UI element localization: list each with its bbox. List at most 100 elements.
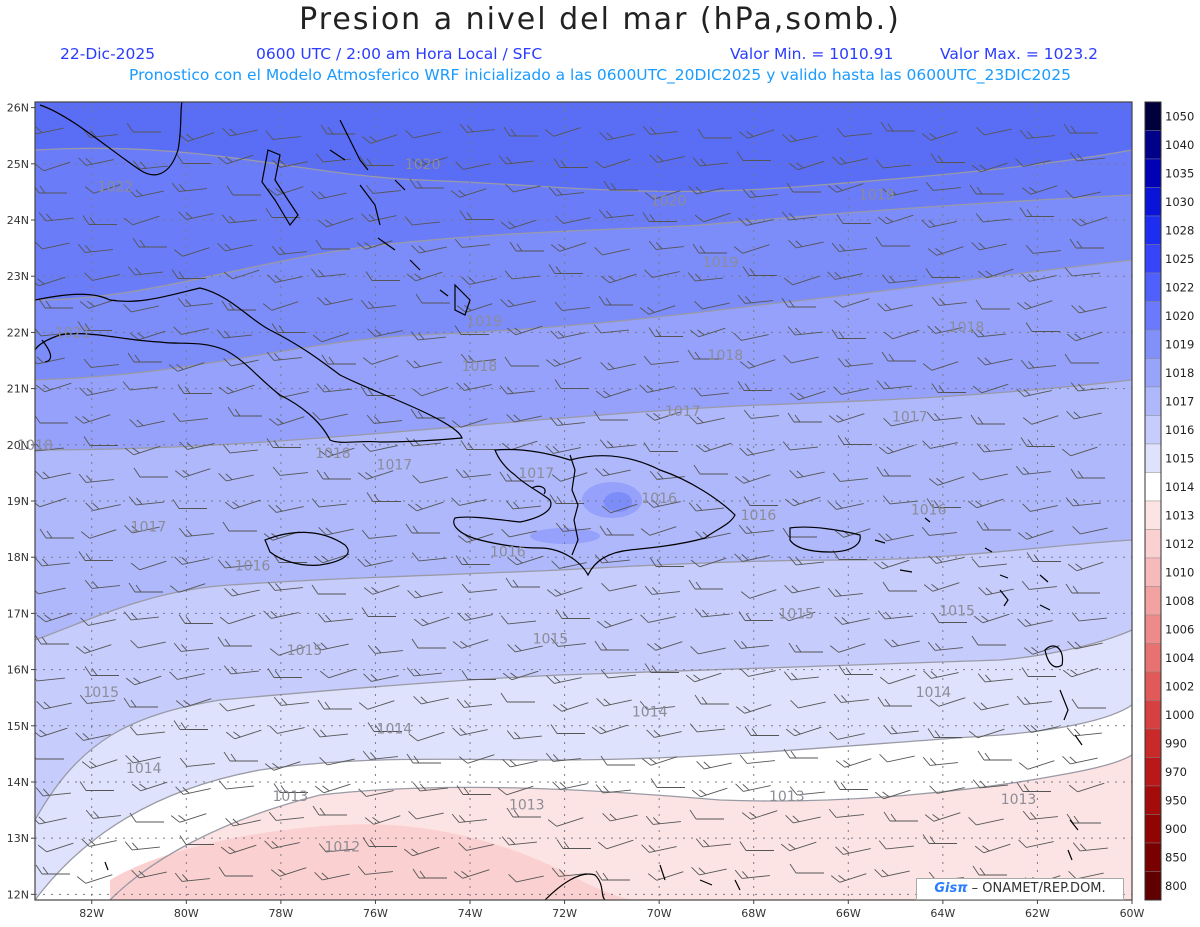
wind-barb: [546, 675, 582, 684]
wind-barb: [921, 526, 957, 536]
axis-labels: 82W 80W 78W 76W 74W 72W 70W 68W 66W 64W 62W 60W 26N 2…: [7, 102, 1145, 920]
wind-barb: [877, 303, 913, 312]
wind-barb: [35, 382, 72, 393]
wind-barb: [80, 617, 116, 626]
wind-barb: [695, 531, 731, 540]
legend-label: 1050: [1165, 109, 1194, 123]
isobar-label: 1018: [949, 320, 985, 336]
legend-swatch: [1144, 301, 1162, 331]
wind-barb: [596, 618, 633, 629]
wind-barb: [878, 840, 914, 850]
wind-barb: [367, 644, 403, 654]
wind-barb: [782, 441, 818, 451]
wind-barb: [461, 670, 496, 680]
wind-barb: [1016, 695, 1052, 705]
wind-barb: [739, 359, 776, 369]
wind-barb: [832, 472, 868, 482]
legend-swatch: [1144, 671, 1162, 701]
wind-barb: [81, 838, 117, 847]
legend-label: 990: [1165, 736, 1187, 750]
wind-barb: [974, 843, 1011, 854]
wind-barb: [741, 810, 778, 820]
wind-barb: [1066, 411, 1102, 420]
wind-barb: [224, 588, 260, 597]
wind-barb: [223, 665, 259, 675]
wind-barb: [970, 328, 1006, 338]
wind-barb: [412, 475, 448, 484]
wind-barb: [406, 667, 442, 677]
wind-barb: [921, 219, 957, 228]
wind-barb: [314, 872, 350, 881]
wind-barb: [406, 360, 442, 369]
wind-barb: [451, 418, 488, 428]
isobar-label: 1021: [55, 325, 91, 341]
wind-barb: [883, 725, 919, 735]
coast-gonave: [531, 485, 546, 495]
wind-barb: [264, 761, 301, 771]
wind-barb: [925, 181, 961, 191]
wind-barb: [1021, 273, 1057, 282]
wind-barb: [594, 554, 630, 564]
wind-barb: [217, 243, 253, 252]
wind-barb: [740, 668, 776, 677]
isobar-label: 1016: [490, 545, 526, 561]
wind-barb: [928, 476, 965, 486]
wind-barb: [227, 406, 262, 417]
wind-barb: [218, 473, 254, 482]
wind-barb: [836, 214, 871, 224]
legend-label: 1022: [1165, 280, 1194, 294]
legend-swatch: [1144, 871, 1162, 901]
wind-barb: [971, 162, 1008, 173]
wind-barb: [972, 865, 1007, 876]
gispi-logo: Gisπ: [934, 881, 968, 896]
wind-barb: [221, 214, 257, 224]
legend-label: 1035: [1165, 166, 1194, 180]
wind-barb: [263, 610, 299, 619]
legend-swatch: [1144, 244, 1162, 274]
wind-barb: [316, 383, 352, 393]
wind-barb: [688, 579, 723, 590]
credit-text: – ONAMET/REP.DOM.: [967, 881, 1106, 896]
wind-barb: [594, 640, 629, 651]
wind-barb: [175, 698, 212, 708]
wind-barb: [968, 817, 1004, 826]
wind-barb: [179, 835, 214, 845]
legend-label: 900: [1165, 822, 1187, 836]
wind-barb: [836, 127, 872, 137]
wind-barb: [506, 807, 541, 818]
wind-barb: [882, 188, 918, 197]
wind-barb: [452, 639, 489, 649]
wind-barb: [178, 527, 214, 537]
wind-barb: [687, 349, 722, 360]
wind-barb: [456, 382, 492, 391]
wind-barb: [594, 158, 631, 169]
wind-barb: [318, 527, 354, 536]
wind-barb: [785, 815, 821, 824]
wind-barb: [406, 753, 441, 764]
wind-barb: [128, 496, 164, 506]
lon-label: 76W: [363, 907, 388, 920]
wind-barb: [504, 356, 539, 367]
isobar-label: 1015: [778, 606, 814, 622]
wind-barb: [1072, 842, 1108, 852]
legend-swatch: [1144, 187, 1162, 217]
wind-barb: [1020, 359, 1056, 369]
wind-barb: [783, 355, 819, 364]
lat-label: 17N: [7, 607, 29, 620]
wind-barb: [931, 383, 966, 393]
wind-barb: [501, 440, 538, 451]
wind-barb: [35, 185, 67, 194]
wind-barb: [733, 639, 769, 649]
wind-barb: [35, 756, 64, 760]
wind-barb: [1071, 698, 1106, 709]
wind-barb: [265, 130, 301, 140]
wind-barb: [643, 355, 679, 365]
wind-barb: [788, 240, 824, 249]
wind-barb: [875, 236, 910, 247]
wind-barb: [172, 412, 208, 422]
isobar-label: 1019: [466, 314, 502, 330]
wind-barb: [85, 809, 121, 819]
legend-frame: [1144, 101, 1162, 901]
coast-guajira: [544, 873, 606, 900]
wind-barb: [461, 583, 497, 593]
